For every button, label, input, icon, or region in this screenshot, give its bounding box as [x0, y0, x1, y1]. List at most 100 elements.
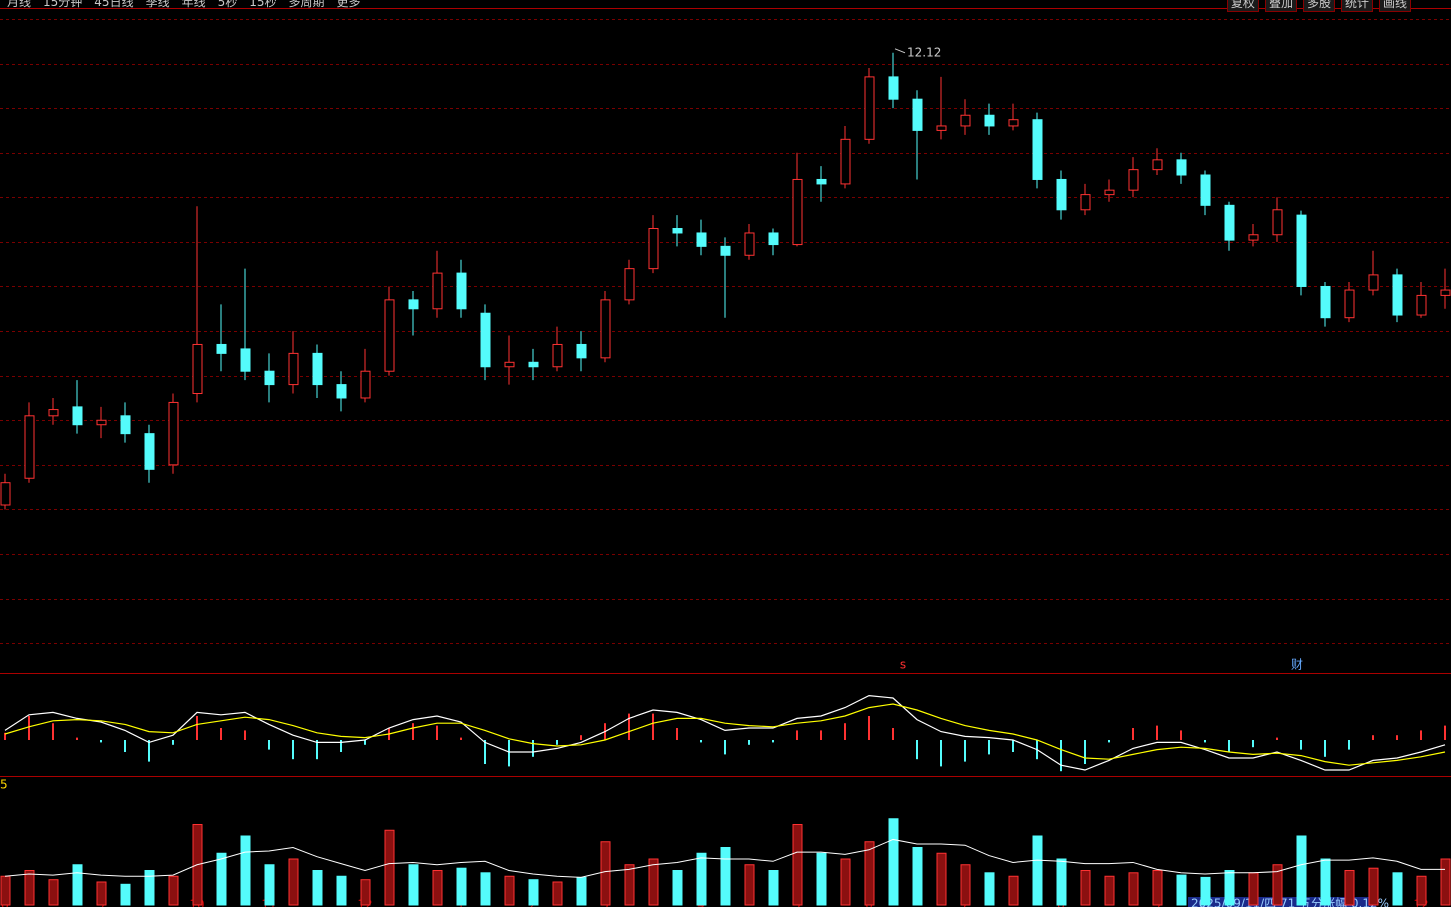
volume-bar: [1032, 835, 1043, 906]
volume-bar: [384, 829, 395, 906]
volume-bar: [984, 872, 995, 906]
toolbar-button[interactable]: 45日线: [94, 0, 134, 9]
candle-body: [936, 125, 947, 131]
macd-bar: [412, 723, 414, 740]
candle-body: [840, 138, 851, 185]
toolbar-button[interactable]: 年线: [181, 0, 206, 9]
macd-bar: [172, 740, 174, 745]
candle-body: [1200, 174, 1211, 206]
candle-body: [1344, 289, 1355, 319]
macd-bar: [484, 740, 486, 764]
macd-bar: [436, 725, 438, 740]
candle-body: [984, 114, 995, 127]
toolbar-button[interactable]: 5秒: [217, 0, 238, 9]
status-text: 2025/09/11/四 71 五分涨幅 0.12%: [1191, 896, 1389, 907]
candle-body: [96, 419, 107, 426]
candle-body: [768, 232, 779, 246]
volume-bar: [1392, 872, 1403, 906]
macd-bar: [964, 740, 966, 762]
toolbar-button[interactable]: 多股: [1302, 0, 1335, 12]
volume-bar: [648, 858, 659, 906]
volume-bar: [768, 870, 779, 906]
toolbar-button[interactable]: 统计: [1340, 0, 1373, 12]
volume-bar: [0, 875, 11, 906]
candle-body: [672, 228, 683, 234]
toolbar-button[interactable]: 复权: [1226, 0, 1259, 12]
toolbar-button[interactable]: 多周期: [288, 0, 325, 9]
macd-bar: [1228, 740, 1230, 752]
macd-bar: [124, 740, 126, 752]
volume-bar: [888, 818, 899, 906]
candle-body: [1128, 169, 1139, 191]
toolbar-button[interactable]: 月线: [7, 0, 32, 9]
macd-bar: [1372, 735, 1374, 740]
candle-body: [360, 370, 371, 399]
candle-body: [1104, 189, 1115, 196]
macd-bar: [724, 740, 726, 755]
macd-bar: [76, 737, 78, 740]
candle-body: [720, 245, 731, 256]
candle-body: [624, 268, 635, 301]
volume-bar: [1128, 872, 1139, 906]
macd-bar: [844, 723, 846, 740]
macd-bar: [676, 728, 678, 740]
toolbar-button[interactable]: 15秒: [249, 0, 277, 9]
volume-bar: [1080, 870, 1091, 906]
candle-body: [696, 232, 707, 247]
candle-body: [1224, 204, 1235, 241]
toolbar-left: 月线 15分钟 45日线 季线 年线 5秒 15秒 多周期 更多: [4, 0, 364, 10]
volume-bar: [216, 852, 227, 906]
macd-bar: [460, 737, 462, 740]
candle-body: [144, 433, 155, 470]
candle-body: [480, 312, 491, 368]
candle-body: [384, 299, 395, 372]
candle-body: [1032, 119, 1043, 180]
candle-body: [120, 415, 131, 435]
candle-body: [1272, 209, 1283, 236]
annotation: 12.12: [907, 45, 941, 59]
macd-bar: [244, 730, 246, 740]
volume-bar: [480, 872, 491, 906]
macd-bar: [748, 740, 750, 745]
volume-bar: [312, 870, 323, 906]
macd-bar: [316, 740, 318, 760]
candle-body: [48, 409, 59, 417]
candle-body: [1176, 159, 1187, 176]
toolbar-button[interactable]: 叠加: [1264, 0, 1297, 12]
volume-bar: [720, 847, 731, 906]
candle-body: [864, 76, 875, 140]
macd-bar: [1396, 735, 1398, 740]
candle-body: [1320, 285, 1331, 319]
candle-body: [408, 299, 419, 310]
volume-bar: [624, 864, 635, 906]
volume-bar: [1104, 875, 1115, 906]
macd-bar: [772, 740, 774, 743]
volume-bar: [336, 875, 347, 906]
volume-bar: [432, 870, 443, 906]
macd-bar: [220, 728, 222, 740]
volume-bar: [744, 864, 755, 906]
volume-bar: [1176, 874, 1187, 906]
macd-bar: [556, 740, 558, 745]
candle-body: [456, 272, 467, 310]
macd-bar: [628, 713, 630, 740]
macd-bar: [364, 740, 366, 745]
toolbar-button[interactable]: 季线: [145, 0, 170, 9]
volume-bar: [288, 858, 299, 906]
candle-body: [72, 406, 83, 426]
macd-bar: [340, 740, 342, 752]
candle-body: [24, 415, 35, 479]
macd-bar: [1180, 730, 1182, 740]
toolbar-button[interactable]: 更多: [336, 0, 361, 9]
toolbar-button[interactable]: 画线: [1378, 0, 1411, 12]
volume-bar: [1200, 876, 1211, 906]
toolbar-button[interactable]: 15分钟: [43, 0, 83, 9]
candle-body: [792, 178, 803, 246]
candle-body: [912, 98, 923, 131]
candle-body: [648, 228, 659, 270]
macd-bar: [292, 740, 294, 760]
volume-bar: [1440, 858, 1451, 906]
candle-body: [1080, 194, 1091, 211]
macd-bar: [820, 730, 822, 740]
annotation-arrow: [894, 48, 906, 54]
